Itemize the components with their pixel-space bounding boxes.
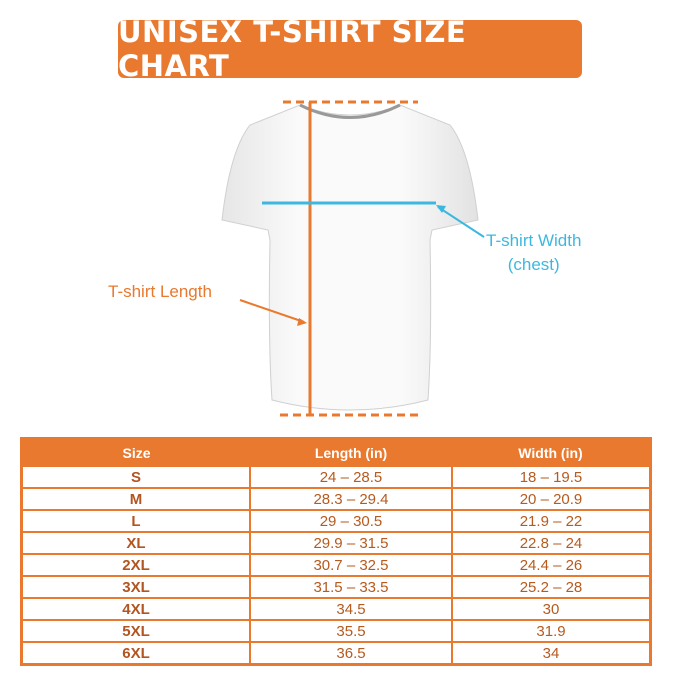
table-row: XL 29.9 – 31.5 22.8 – 24 bbox=[20, 531, 652, 555]
header-width: Width (in) bbox=[452, 438, 651, 466]
cell-length: 30.7 – 32.5 bbox=[249, 553, 453, 577]
table-row: M 28.3 – 29.4 20 – 20.9 bbox=[20, 487, 652, 511]
cell-width: 31.9 bbox=[451, 619, 652, 643]
header-length: Length (in) bbox=[250, 438, 452, 466]
cell-length: 34.5 bbox=[249, 597, 453, 621]
table-row: 5XL 35.5 31.9 bbox=[20, 619, 652, 643]
table-header: Size Length (in) Width (in) bbox=[21, 438, 651, 466]
cell-length: 29.9 – 31.5 bbox=[249, 531, 453, 555]
table-row: L 29 – 30.5 21.9 – 22 bbox=[20, 509, 652, 533]
cell-length: 36.5 bbox=[249, 641, 453, 666]
table-row: S 24 – 28.5 18 – 19.5 bbox=[20, 465, 652, 489]
cell-width: 20 – 20.9 bbox=[451, 487, 652, 511]
cell-length: 29 – 30.5 bbox=[249, 509, 453, 533]
size-table: Size Length (in) Width (in) S 24 – 28.5 18… bbox=[20, 437, 652, 666]
cell-width: 18 – 19.5 bbox=[451, 465, 652, 489]
cell-width: 25.2 – 28 bbox=[451, 575, 652, 599]
cell-width: 30 bbox=[451, 597, 652, 621]
cell-size: 4XL bbox=[20, 597, 251, 621]
table-row: 4XL 34.5 30 bbox=[20, 597, 652, 621]
header-size: Size bbox=[21, 438, 250, 466]
length-label: T-shirt Length bbox=[108, 282, 212, 301]
tshirt-illustration bbox=[221, 100, 485, 417]
cell-size: S bbox=[20, 465, 251, 489]
cell-width: 21.9 – 22 bbox=[451, 509, 652, 533]
cell-width: 22.8 – 24 bbox=[451, 531, 652, 555]
cell-size: XL bbox=[20, 531, 251, 555]
width-label-line2: (chest) bbox=[507, 255, 560, 274]
page-title: UNISEX T-SHIRT SIZE CHART bbox=[118, 15, 582, 83]
table-row: 6XL 36.5 34 bbox=[20, 641, 652, 666]
width-arrow bbox=[437, 206, 485, 238]
cell-width: 24.4 – 26 bbox=[451, 553, 652, 577]
length-arrow bbox=[239, 299, 305, 323]
cell-size: 3XL bbox=[20, 575, 251, 599]
cell-size: 2XL bbox=[20, 553, 251, 577]
cell-length: 35.5 bbox=[249, 619, 453, 643]
table-row: 2XL 30.7 – 32.5 24.4 – 26 bbox=[20, 553, 652, 577]
tshirt-body bbox=[221, 104, 479, 411]
cell-size: L bbox=[20, 509, 251, 533]
cell-size: 5XL bbox=[20, 619, 251, 643]
cell-length: 31.5 – 33.5 bbox=[249, 575, 453, 599]
cell-length: 24 – 28.5 bbox=[249, 465, 453, 489]
table-row: 3XL 31.5 – 33.5 25.2 – 28 bbox=[20, 575, 652, 599]
cell-size: M bbox=[20, 487, 251, 511]
cell-length: 28.3 – 29.4 bbox=[249, 487, 453, 511]
cell-size: 6XL bbox=[20, 641, 251, 666]
width-label-line1: T-shirt Width bbox=[486, 231, 582, 250]
cell-width: 34 bbox=[451, 641, 652, 666]
width-label: T-shirt Width (chest) bbox=[486, 229, 581, 277]
